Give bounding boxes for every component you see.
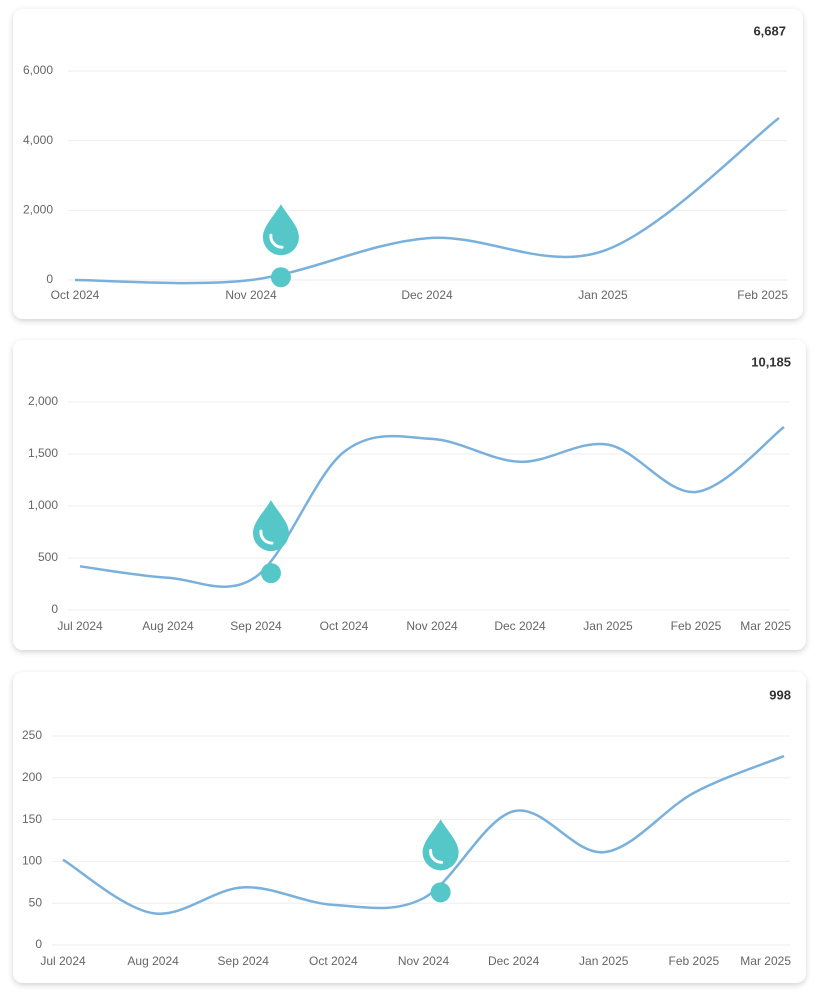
y-tick-label: 6,000 <box>23 63 53 77</box>
total-value: 998 <box>769 687 791 702</box>
x-tick-label: Sep 2024 <box>230 619 282 633</box>
event-marker <box>270 267 291 288</box>
x-tick-label: Jan 2025 <box>578 288 628 302</box>
x-tick-label: Aug 2024 <box>127 954 179 968</box>
event-marker <box>430 882 451 903</box>
x-tick-label: Nov 2024 <box>398 954 450 968</box>
line-series <box>79 425 785 588</box>
drop-icon <box>422 819 459 871</box>
card <box>13 340 806 650</box>
x-tick-label: Mar 2025 <box>740 619 791 633</box>
x-tick-label: Oct 2024 <box>309 954 358 968</box>
y-tick-label: 1,500 <box>28 446 58 460</box>
y-tick-label: 100 <box>22 854 42 868</box>
drop-highlight <box>429 848 444 864</box>
line-series <box>62 754 785 915</box>
y-tick-label: 0 <box>35 937 42 951</box>
x-tick-label: Feb 2025 <box>737 288 788 302</box>
y-tick-label: 0 <box>46 272 53 286</box>
y-tick-label: 4,000 <box>23 133 53 147</box>
x-tick-label: Oct 2024 <box>320 619 369 633</box>
drop-highlight <box>259 529 274 545</box>
card <box>13 672 806 983</box>
y-tick-label: 2,000 <box>23 203 53 217</box>
card <box>13 9 803 319</box>
y-tick-label: 1,000 <box>28 498 58 512</box>
x-tick-label: Dec 2024 <box>488 954 540 968</box>
x-tick-label: Nov 2024 <box>406 619 458 633</box>
total-value: 6,687 <box>753 23 786 38</box>
y-tick-label: 50 <box>29 895 43 909</box>
y-tick-label: 0 <box>51 602 58 616</box>
event-marker <box>260 563 281 584</box>
drop-icon <box>262 204 299 256</box>
total-value: 10,185 <box>751 354 791 369</box>
x-tick-label: Mar 2025 <box>740 954 791 968</box>
line-series <box>74 117 780 285</box>
x-tick-label: Dec 2024 <box>401 288 453 302</box>
x-tick-label: Feb 2025 <box>669 954 720 968</box>
x-tick-label: Dec 2024 <box>494 619 546 633</box>
x-tick-label: Jul 2024 <box>57 619 103 633</box>
x-tick-label: Aug 2024 <box>142 619 194 633</box>
y-tick-label: 150 <box>22 812 42 826</box>
x-tick-label: Oct 2024 <box>51 288 100 302</box>
y-tick-label: 2,000 <box>28 394 58 408</box>
x-tick-label: Jan 2025 <box>579 954 629 968</box>
x-tick-label: Nov 2024 <box>225 288 277 302</box>
y-tick-label: 250 <box>22 728 42 742</box>
x-tick-label: Jan 2025 <box>583 619 633 633</box>
y-tick-label: 500 <box>38 550 58 564</box>
drop-highlight <box>269 233 284 249</box>
x-tick-label: Jul 2024 <box>40 954 86 968</box>
y-tick-label: 200 <box>22 770 42 784</box>
x-tick-label: Feb 2025 <box>671 619 722 633</box>
drop-icon <box>252 500 289 552</box>
x-tick-label: Sep 2024 <box>218 954 270 968</box>
